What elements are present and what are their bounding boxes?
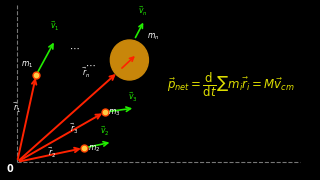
Text: $\vec{r}_{2}$: $\vec{r}_{2}$ — [48, 146, 56, 160]
Text: 0: 0 — [6, 164, 13, 174]
Text: $\cdots$: $\cdots$ — [85, 60, 96, 70]
Text: $\vec{r}_{3}$: $\vec{r}_{3}$ — [70, 122, 79, 136]
Text: $m_n$: $m_n$ — [148, 31, 160, 42]
Text: $\vec{v}_{1}$: $\vec{v}_{1}$ — [51, 20, 60, 33]
Text: $\vec{v}_{3}$: $\vec{v}_{3}$ — [128, 91, 138, 104]
Text: $\vec{r}_n$: $\vec{r}_n$ — [82, 66, 90, 80]
Text: $m_1$: $m_1$ — [21, 60, 33, 70]
Circle shape — [110, 40, 148, 80]
Text: $\cdots$: $\cdots$ — [69, 43, 80, 53]
Text: $\vec{r}_{1}$: $\vec{r}_{1}$ — [13, 101, 22, 115]
Text: $m_3$: $m_3$ — [108, 107, 121, 118]
Text: $m_2$: $m_2$ — [88, 143, 100, 154]
Text: $\vec{v}_n$: $\vec{v}_n$ — [138, 5, 148, 18]
Text: $\vec{p}_{net} = \dfrac{\mathrm{d}}{\mathrm{d}t}\sum m_i\vec{r}_i = M\vec{v}_{cm: $\vec{p}_{net} = \dfrac{\mathrm{d}}{\mat… — [166, 71, 294, 99]
Text: $\vec{v}_{2}$: $\vec{v}_{2}$ — [100, 125, 109, 138]
